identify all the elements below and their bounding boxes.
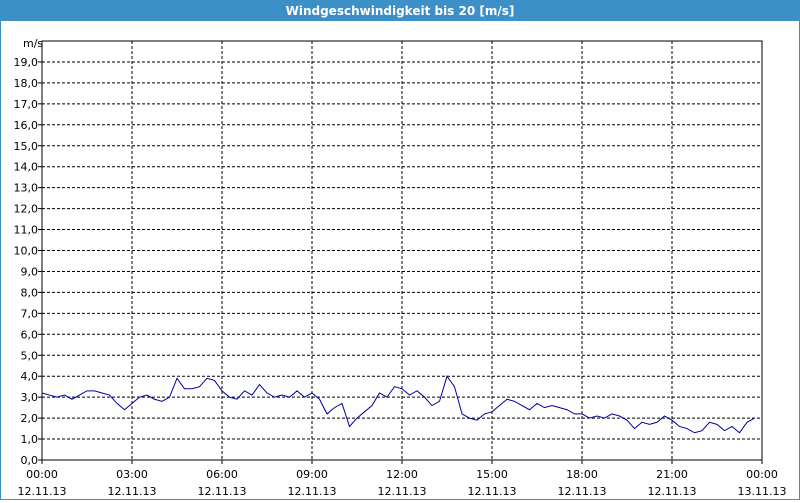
y-tick-label: 5,0 xyxy=(21,349,39,362)
x-tick-date: 12.11.13 xyxy=(198,485,247,498)
x-tick-label: 03:00 xyxy=(116,468,148,481)
y-tick-label: 0,0 xyxy=(21,454,39,467)
title-bar: Windgeschwindigkeit bis 20 [m/s] xyxy=(1,1,799,21)
chart: m/s 0,0 1,0 2,0 3,0 4,0 5,0 6,0 7,0 8,0 9,0 10,0 11… xyxy=(14,37,787,498)
x-tick-date: 12.11.13 xyxy=(288,485,337,498)
x-tick-label: 00:00 xyxy=(26,468,58,481)
y-tick-label: 18,0 xyxy=(14,77,39,90)
y-tick-label: 2,0 xyxy=(21,412,39,425)
y-tick-label: 4,0 xyxy=(21,370,39,383)
x-tick-date: 12.11.13 xyxy=(378,485,427,498)
y-tick-label: 8,0 xyxy=(21,286,39,299)
x-tick-label: 12:00 xyxy=(386,468,418,481)
x-tick-date: 12.11.13 xyxy=(468,485,517,498)
x-tick-date: 12.11.13 xyxy=(108,485,157,498)
x-tick-label: 21:00 xyxy=(656,468,688,481)
y-tick-label: 1,0 xyxy=(21,433,39,446)
x-tick-label: 15:00 xyxy=(476,468,508,481)
x-tick-label: 00:00 xyxy=(746,468,778,481)
y-tick-label: 14,0 xyxy=(14,161,39,174)
y-tick-label: 11,0 xyxy=(14,224,39,237)
y-tick-label: 7,0 xyxy=(21,307,39,320)
plot-frame xyxy=(41,40,763,461)
x-tick-label: 18:00 xyxy=(566,468,598,481)
y-tick-label: 6,0 xyxy=(21,328,39,341)
x-tick-label: 09:00 xyxy=(296,468,328,481)
y-tick-label: 15,0 xyxy=(14,140,39,153)
y-tick-label: 9,0 xyxy=(21,265,39,278)
x-tick-label: 06:00 xyxy=(206,468,238,481)
y-axis-label: m/s xyxy=(23,37,43,50)
x-tick-date: 12.11.13 xyxy=(18,485,67,498)
y-tick-label: 10,0 xyxy=(14,245,39,258)
x-tick-date: 12.11.13 xyxy=(648,485,697,498)
y-tick-label: 16,0 xyxy=(14,119,39,132)
x-tick-date: 12.11.13 xyxy=(558,485,607,498)
y-tick-label: 17,0 xyxy=(14,98,39,111)
data-line xyxy=(41,375,755,434)
y-tick-label: 19,0 xyxy=(14,56,39,69)
y-tick-label: 3,0 xyxy=(21,391,39,404)
y-tick-label: 13,0 xyxy=(14,182,39,195)
y-tick-label: 12,0 xyxy=(14,203,39,216)
x-tick-date: 13.11.13 xyxy=(738,485,787,498)
